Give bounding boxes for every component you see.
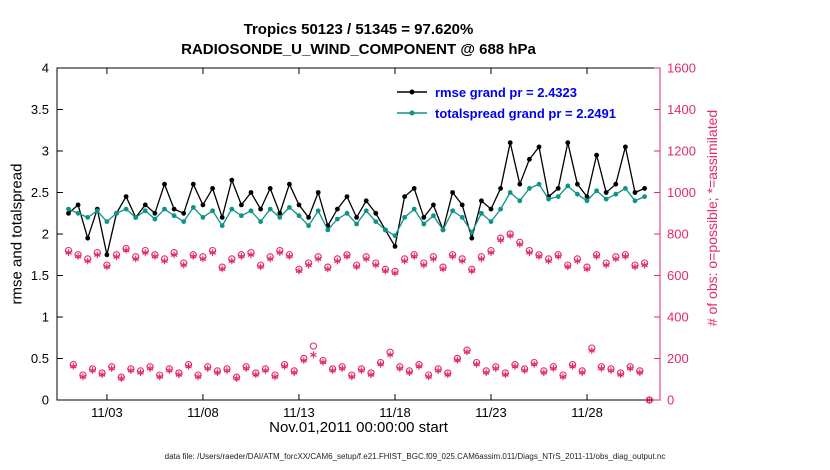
svg-text:0.5: 0.5	[31, 351, 49, 366]
svg-text:3.5: 3.5	[31, 102, 49, 117]
svg-text:1.5: 1.5	[31, 268, 49, 283]
legend-label-totalspread: totalspread grand pr = 2.2491	[435, 105, 616, 121]
rmse-line-sample-icon	[397, 89, 427, 95]
svg-text:11/18: 11/18	[379, 405, 411, 420]
svg-text:2: 2	[42, 227, 49, 242]
svg-text:1200: 1200	[667, 144, 696, 159]
svg-text:600: 600	[667, 268, 689, 283]
legend-label-rmse: rmse grand pr = 2.4323	[435, 84, 577, 100]
svg-text:11/28: 11/28	[571, 405, 603, 420]
svg-text:1400: 1400	[667, 102, 696, 117]
svg-text:200: 200	[667, 351, 689, 366]
svg-text:11/23: 11/23	[475, 405, 507, 420]
chart-legend: rmse grand pr = 2.4323 totalspread grand…	[390, 80, 622, 125]
svg-text:11/13: 11/13	[283, 405, 315, 420]
chart-title-block: Tropics 50123 / 51345 = 97.620% RADIOSON…	[57, 20, 660, 60]
svg-text:800: 800	[667, 227, 689, 242]
svg-text:1: 1	[42, 310, 49, 325]
svg-text:0: 0	[667, 393, 674, 408]
svg-text:2.5: 2.5	[31, 185, 49, 200]
svg-text:4: 4	[42, 61, 49, 76]
right-y-axis-label: # of obs: o=possible; *=assimilated	[704, 109, 720, 327]
svg-text:11/03: 11/03	[91, 405, 123, 420]
chart-title-line1: Tropics 50123 / 51345 = 97.620%	[243, 21, 474, 38]
left-y-axis-label: rmse and totalspread	[8, 163, 26, 305]
svg-text:0: 0	[42, 393, 49, 408]
data-file-caption: data file: /Users/raeder/DAI/ATM_forcXX/…	[164, 452, 666, 461]
x-axis-label: Nov.01,2011 00:00:00 start	[269, 419, 448, 436]
legend-item-rmse: rmse grand pr = 2.4323	[396, 83, 616, 101]
svg-text:3: 3	[42, 144, 49, 159]
legend-item-totalspread: totalspread grand pr = 2.2491	[396, 104, 616, 122]
svg-text:1000: 1000	[667, 185, 696, 200]
totalspread-line-sample-icon	[397, 110, 427, 116]
chart-title-line2: RADIOSONDE_U_WIND_COMPONENT @ 688 hPa	[181, 41, 536, 58]
svg-text:400: 400	[667, 310, 689, 325]
svg-text:1600: 1600	[667, 61, 696, 76]
svg-text:11/08: 11/08	[187, 405, 219, 420]
